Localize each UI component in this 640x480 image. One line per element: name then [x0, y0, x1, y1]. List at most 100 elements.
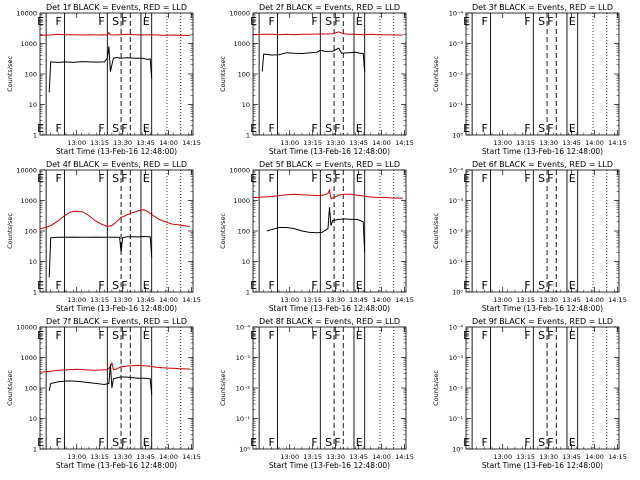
x-tick-label: 14:15	[182, 139, 201, 147]
panel-title: Det 5f BLACK = Events, RED = LLD	[259, 160, 400, 169]
x-tick-label: 13:30	[539, 296, 558, 304]
event-marker-label-bottom: F	[334, 436, 340, 449]
x-tick-label: 13:00	[493, 139, 512, 147]
y-tick-label: 100	[25, 385, 37, 393]
event-marker-label-top: E	[569, 172, 576, 185]
event-marker-label-top: F	[334, 172, 340, 185]
event-marker-label-bottom: F	[121, 279, 127, 292]
panel-title: Det 9f BLACK = Events, RED = LLD	[472, 317, 613, 326]
event-marker-label-bottom: F	[121, 436, 127, 449]
event-marker-label-top: E	[250, 15, 257, 28]
x-tick-label: 14:00	[585, 139, 604, 147]
y-tick-label: 10000	[16, 167, 37, 175]
event-marker-label-top: F	[547, 329, 553, 342]
event-marker-label-bottom: S	[538, 436, 545, 449]
y-tick-label: 10⁻³	[449, 40, 464, 48]
y-tick-label: 1000	[233, 197, 250, 205]
event-marker-label-bottom: F	[268, 436, 274, 449]
x-axis-title: Start Time (13-Feb-16 12:48:00)	[56, 147, 177, 156]
event-marker-label-top: F	[121, 172, 127, 185]
x-tick-label: 13:15	[516, 139, 535, 147]
x-tick-label: 13:45	[349, 139, 368, 147]
x-tick-label: 13:45	[349, 296, 368, 304]
x-tick-label: 13:30	[113, 296, 132, 304]
x-tick-label: 13:30	[326, 453, 345, 461]
y-axis-title: Counts/sec	[6, 56, 14, 92]
event-marker-label-bottom: E	[143, 279, 150, 292]
y-tick-label: 100	[238, 228, 250, 236]
event-marker-label-top: F	[121, 15, 127, 28]
event-marker-label-bottom: E	[37, 279, 44, 292]
event-marker-label-bottom: E	[356, 122, 363, 135]
event-marker-label-bottom: F	[547, 122, 553, 135]
panel-9: Det 9f BLACK = Events, RED = LLD 10⁰ 10⁻¹ 1…	[432, 317, 627, 470]
event-marker-label-bottom: E	[356, 436, 363, 449]
panel-7: Det 7f BLACK = Events, RED = LLD 1 10 100 10…	[6, 317, 201, 470]
event-marker-label-top: E	[143, 15, 150, 28]
event-marker-label-top: S	[538, 329, 545, 342]
x-tick-label: 13:30	[539, 139, 558, 147]
x-tick-label: 13:15	[90, 296, 109, 304]
event-marker-label-top: S	[538, 172, 545, 185]
y-axis-title: Counts/sec	[432, 56, 440, 92]
x-tick-label: 13:15	[90, 453, 109, 461]
x-tick-label: 13:15	[303, 296, 322, 304]
lld-series-line	[40, 361, 190, 373]
event-marker-label-bottom: F	[524, 436, 530, 449]
event-marker-label-top: E	[463, 172, 470, 185]
x-tick-label: 13:00	[280, 296, 299, 304]
lld-series-line	[253, 31, 403, 36]
x-tick-label: 14:00	[372, 139, 391, 147]
y-tick-label: 10000	[229, 167, 250, 175]
events-series-line	[48, 46, 153, 93]
x-tick-label: 14:15	[182, 453, 201, 461]
y-tick-label: 10000	[16, 324, 37, 332]
event-marker-label-bottom: F	[311, 436, 317, 449]
event-marker-label-bottom: F	[481, 122, 487, 135]
x-tick-label: 13:00	[67, 296, 86, 304]
event-marker-label-top: F	[524, 172, 530, 185]
plot-frame	[39, 326, 194, 450]
x-tick-label: 13:30	[326, 296, 345, 304]
y-axis-title: Counts/sec	[219, 370, 227, 406]
y-tick-label: 10⁻⁴	[449, 10, 464, 18]
y-tick-label: 10⁰	[239, 446, 250, 454]
event-marker-label-top: E	[250, 329, 257, 342]
event-marker-label-bottom: F	[547, 279, 553, 292]
event-marker-label-top: E	[37, 15, 44, 28]
event-marker-label-bottom: E	[250, 436, 257, 449]
x-tick-label: 14:15	[608, 453, 627, 461]
y-tick-label: 10000	[16, 10, 37, 18]
x-tick-label: 14:00	[159, 296, 178, 304]
event-marker-label-top: F	[547, 15, 553, 28]
y-tick-label: 10⁻⁴	[449, 324, 464, 332]
event-marker-label-bottom: F	[268, 122, 274, 135]
event-marker-label-top: F	[481, 172, 487, 185]
panel-title: Det 1f BLACK = Events, RED = LLD	[46, 3, 187, 12]
event-marker-label-top: F	[334, 329, 340, 342]
x-tick-label: 14:15	[608, 139, 627, 147]
lld-series-line	[40, 209, 190, 230]
y-tick-label: 1000	[233, 40, 250, 48]
event-marker-label-bottom: F	[98, 436, 104, 449]
y-tick-label: 1000	[20, 197, 37, 205]
event-marker-label-bottom: F	[547, 436, 553, 449]
event-marker-label-bottom: E	[37, 436, 44, 449]
event-marker-label-top: F	[481, 15, 487, 28]
y-tick-label: 10⁻³	[236, 354, 251, 362]
event-marker-label-bottom: F	[334, 122, 340, 135]
panel-1: Det 1f BLACK = Events, RED = LLD 1 10 100 10…	[6, 3, 201, 156]
event-marker-label-bottom: S	[325, 279, 332, 292]
y-tick-label: 10⁻¹	[449, 101, 464, 109]
x-tick-label: 14:00	[585, 296, 604, 304]
event-marker-label-bottom: S	[112, 122, 119, 135]
y-axis-title: Counts/sec	[6, 370, 14, 406]
plot-frame	[39, 169, 194, 293]
x-tick-label: 14:00	[372, 453, 391, 461]
y-tick-label: 10⁻¹	[449, 415, 464, 423]
event-marker-label-top: E	[463, 329, 470, 342]
event-marker-label-top: F	[547, 172, 553, 185]
x-axis-title: Start Time (13-Feb-16 12:48:00)	[269, 304, 390, 313]
x-tick-label: 13:15	[516, 296, 535, 304]
y-tick-label: 1	[33, 446, 37, 454]
